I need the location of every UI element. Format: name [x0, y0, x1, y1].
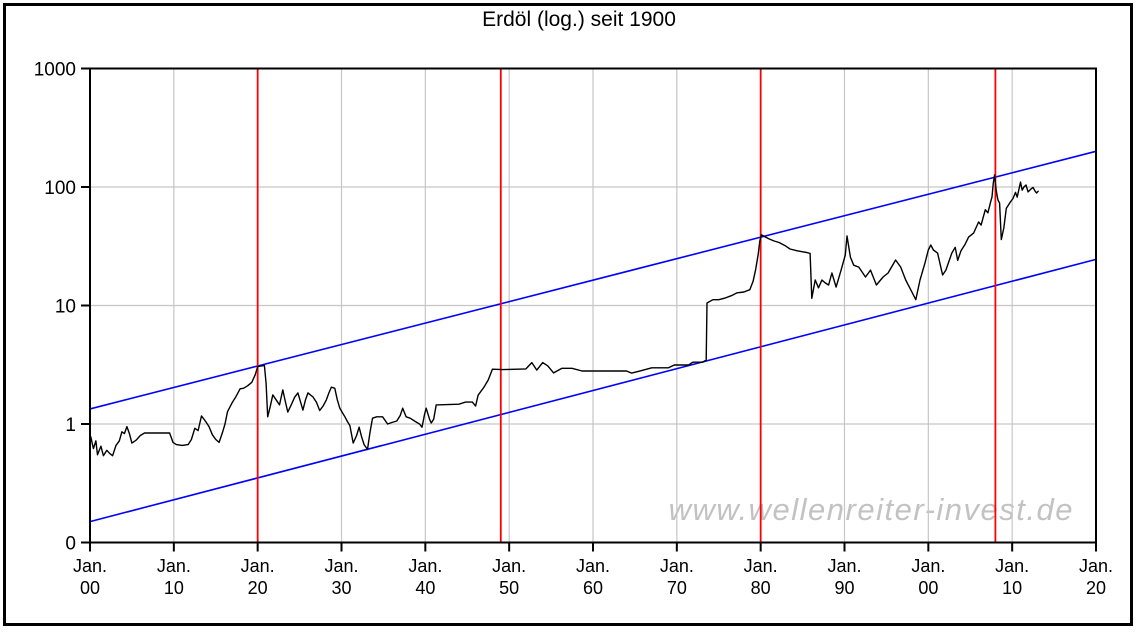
x-tick-month-label: Jan.: [492, 556, 526, 576]
x-tick-year-label: 20: [1086, 578, 1106, 598]
x-tick-month-label: Jan.: [744, 556, 778, 576]
x-tick-year-label: 10: [1002, 578, 1022, 598]
x-tick-year-label: 80: [751, 578, 771, 598]
x-tick-month-label: Jan.: [827, 556, 861, 576]
chart-title: Erdöl (log.) seit 1900: [482, 8, 676, 31]
x-tick-year-label: 20: [248, 578, 268, 598]
x-tick-year-label: 10: [164, 578, 184, 598]
x-tick-year-label: 50: [499, 578, 519, 598]
x-tick-year-label: 40: [415, 578, 435, 598]
y-tick-label: 0: [65, 534, 76, 555]
x-tick-month-label: Jan.: [1079, 556, 1113, 576]
x-tick-month-label: Jan.: [157, 556, 191, 576]
x-tick-year-label: 70: [667, 578, 687, 598]
x-tick-month-label: Jan.: [73, 556, 107, 576]
x-tick-month-label: Jan.: [324, 556, 358, 576]
x-tick-month-label: Jan.: [660, 556, 694, 576]
x-tick-year-label: 30: [331, 578, 351, 598]
y-tick-label: 1000: [34, 60, 76, 81]
x-tick-month-label: Jan.: [995, 556, 1029, 576]
watermark-text: www.wellenreiter-invest.de: [668, 492, 1074, 527]
y-tick-label: 100: [44, 178, 76, 199]
x-tick-month-label: Jan.: [576, 556, 610, 576]
x-tick-month-label: Jan.: [911, 556, 945, 576]
x-tick-month-label: Jan.: [408, 556, 442, 576]
x-tick-year-label: 00: [80, 578, 100, 598]
x-tick-year-label: 00: [918, 578, 938, 598]
x-tick-year-label: 60: [583, 578, 603, 598]
price-line: [90, 174, 1039, 457]
y-tick-label: 1: [65, 415, 76, 436]
x-tick-month-label: Jan.: [241, 556, 275, 576]
y-tick-label: 10: [55, 297, 76, 318]
x-tick-year-label: 90: [834, 578, 854, 598]
chart-outer-frame: [3, 3, 1133, 626]
